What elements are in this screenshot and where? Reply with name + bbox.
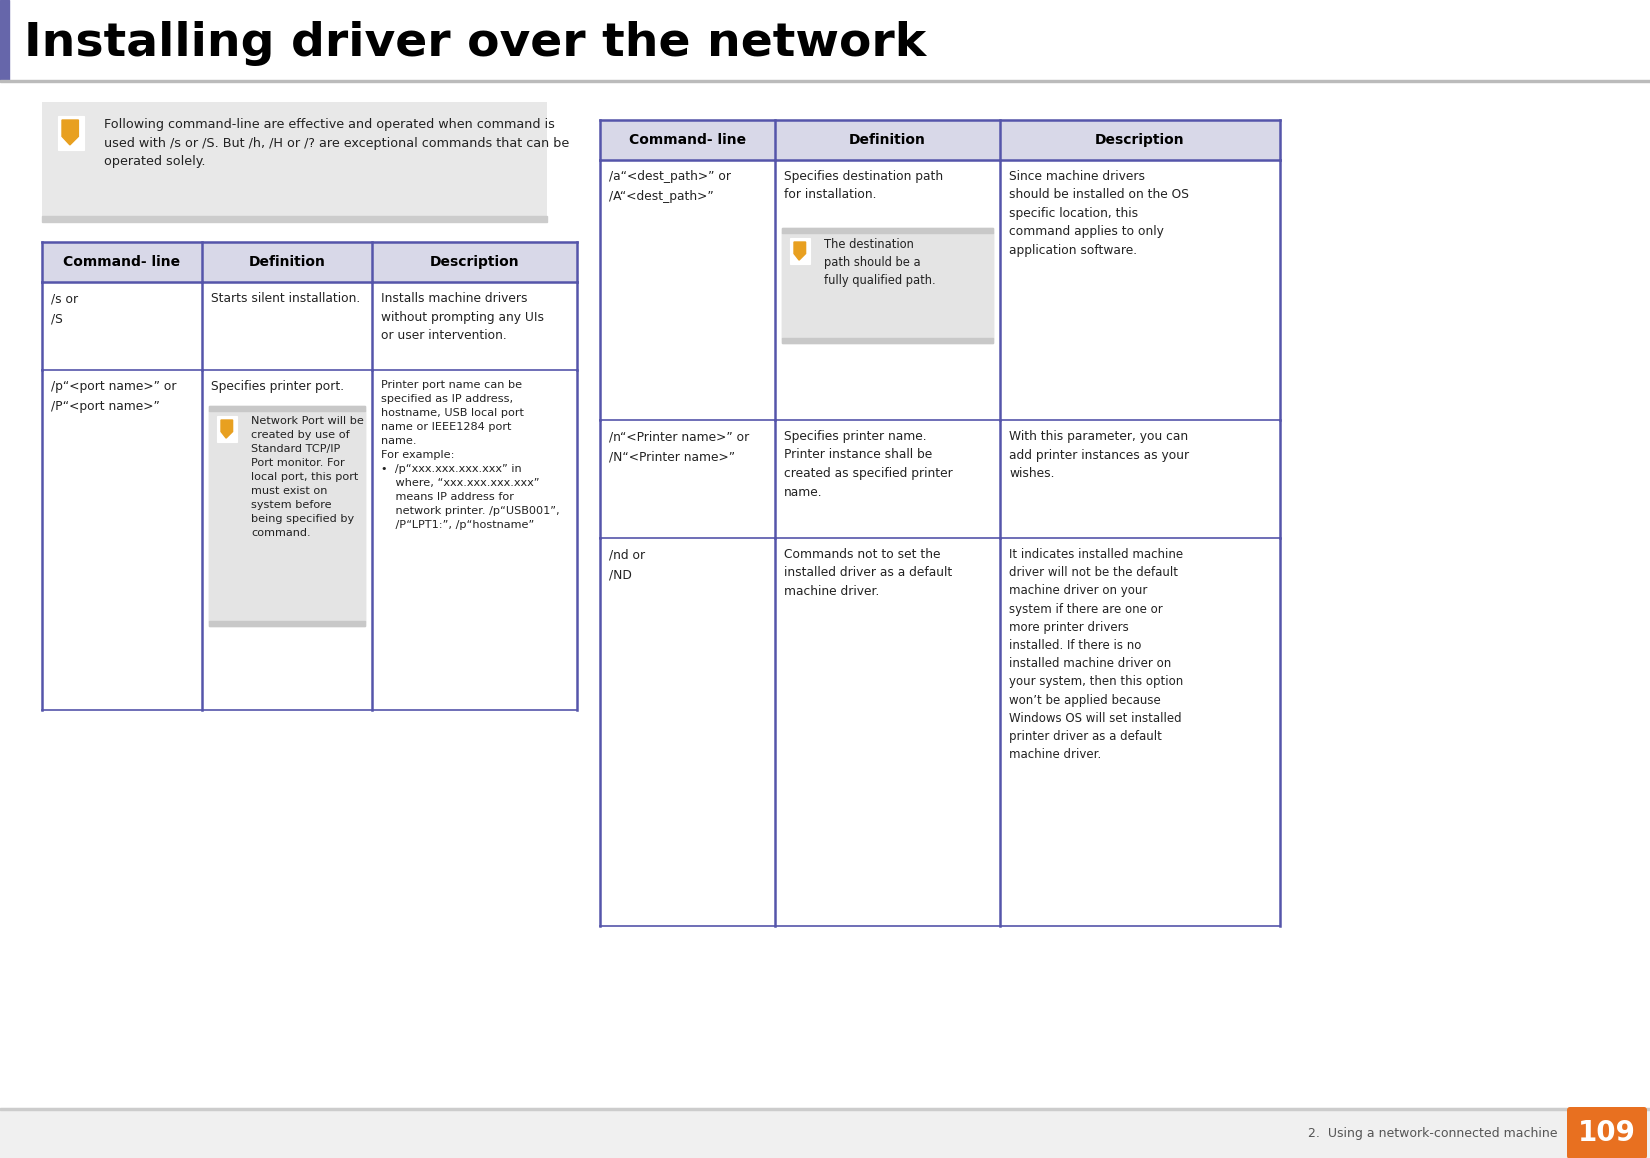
Text: The destination
path should be a
fully qualified path.: The destination path should be a fully q…: [823, 239, 936, 287]
Text: Installing driver over the network: Installing driver over the network: [25, 21, 926, 66]
Polygon shape: [221, 420, 233, 438]
Bar: [782, 228, 993, 233]
Text: 109: 109: [1577, 1119, 1635, 1148]
Bar: [0, 0, 8, 80]
Text: /p“<port name>” or
/P“<port name>”: /p“<port name>” or /P“<port name>”: [51, 380, 177, 413]
Text: With this parameter, you can
add printer instances as your
wishes.: With this parameter, you can add printer…: [1010, 430, 1190, 481]
Bar: [601, 120, 1280, 160]
Text: Description: Description: [1096, 133, 1185, 147]
Bar: [0, 80, 1650, 81]
Bar: [790, 239, 810, 264]
Text: Following command-line are effective and operated when command is
used with /s o: Following command-line are effective and…: [104, 118, 569, 168]
Text: Since machine drivers
should be installed on the OS
specific location, this
comm: Since machine drivers should be installe…: [1010, 170, 1190, 257]
Bar: [0, 1108, 1650, 1109]
Bar: [782, 232, 993, 339]
Bar: [0, 0, 1650, 80]
Bar: [41, 242, 577, 283]
Bar: [210, 621, 365, 626]
Text: /nd or
/ND: /nd or /ND: [609, 548, 645, 581]
Bar: [782, 228, 993, 343]
Text: Installs machine drivers
without prompting any UIs
or user intervention.: Installs machine drivers without prompti…: [381, 292, 544, 342]
Text: It indicates installed machine
driver will not be the default
machine driver on : It indicates installed machine driver wi…: [1010, 548, 1183, 761]
Bar: [210, 406, 365, 411]
Bar: [782, 338, 993, 343]
Text: Definition: Definition: [850, 133, 926, 147]
Text: Commands not to set the
installed driver as a default
machine driver.: Commands not to set the installed driver…: [784, 548, 952, 598]
Text: /s or
/S: /s or /S: [51, 292, 78, 325]
Text: /a“<dest_path>” or
/A“<dest_path>”: /a“<dest_path>” or /A“<dest_path>”: [609, 170, 731, 203]
Polygon shape: [63, 120, 79, 145]
Text: Specifies printer port.: Specifies printer port.: [211, 380, 345, 393]
Bar: [210, 410, 365, 622]
Text: Definition: Definition: [249, 255, 325, 269]
Text: Description: Description: [429, 255, 520, 269]
Polygon shape: [794, 242, 805, 261]
Bar: [41, 217, 548, 222]
Text: Specifies printer name.
Printer instance shall be
created as specified printer
n: Specifies printer name. Printer instance…: [784, 430, 952, 498]
Text: Command- line: Command- line: [63, 255, 180, 269]
FancyBboxPatch shape: [41, 102, 548, 222]
Bar: [58, 116, 84, 151]
Text: Network Port will be
created by use of
Standard TCP/IP
Port monitor. For
local p: Network Port will be created by use of S…: [251, 416, 365, 538]
Text: 2.  Using a network-connected machine: 2. Using a network-connected machine: [1308, 1127, 1558, 1139]
Text: /n“<Printer name>” or
/N“<Printer name>”: /n“<Printer name>” or /N“<Printer name>”: [609, 430, 749, 463]
Text: Starts silent installation.: Starts silent installation.: [211, 292, 360, 305]
FancyBboxPatch shape: [1568, 1107, 1647, 1158]
Text: Specifies destination path
for installation.: Specifies destination path for installat…: [784, 170, 944, 201]
Bar: [0, 1108, 1650, 1158]
Bar: [218, 416, 236, 442]
Bar: [210, 406, 365, 626]
Text: Printer port name can be
specified as IP address,
hostname, USB local port
name : Printer port name can be specified as IP…: [381, 380, 559, 530]
Text: Command- line: Command- line: [629, 133, 746, 147]
